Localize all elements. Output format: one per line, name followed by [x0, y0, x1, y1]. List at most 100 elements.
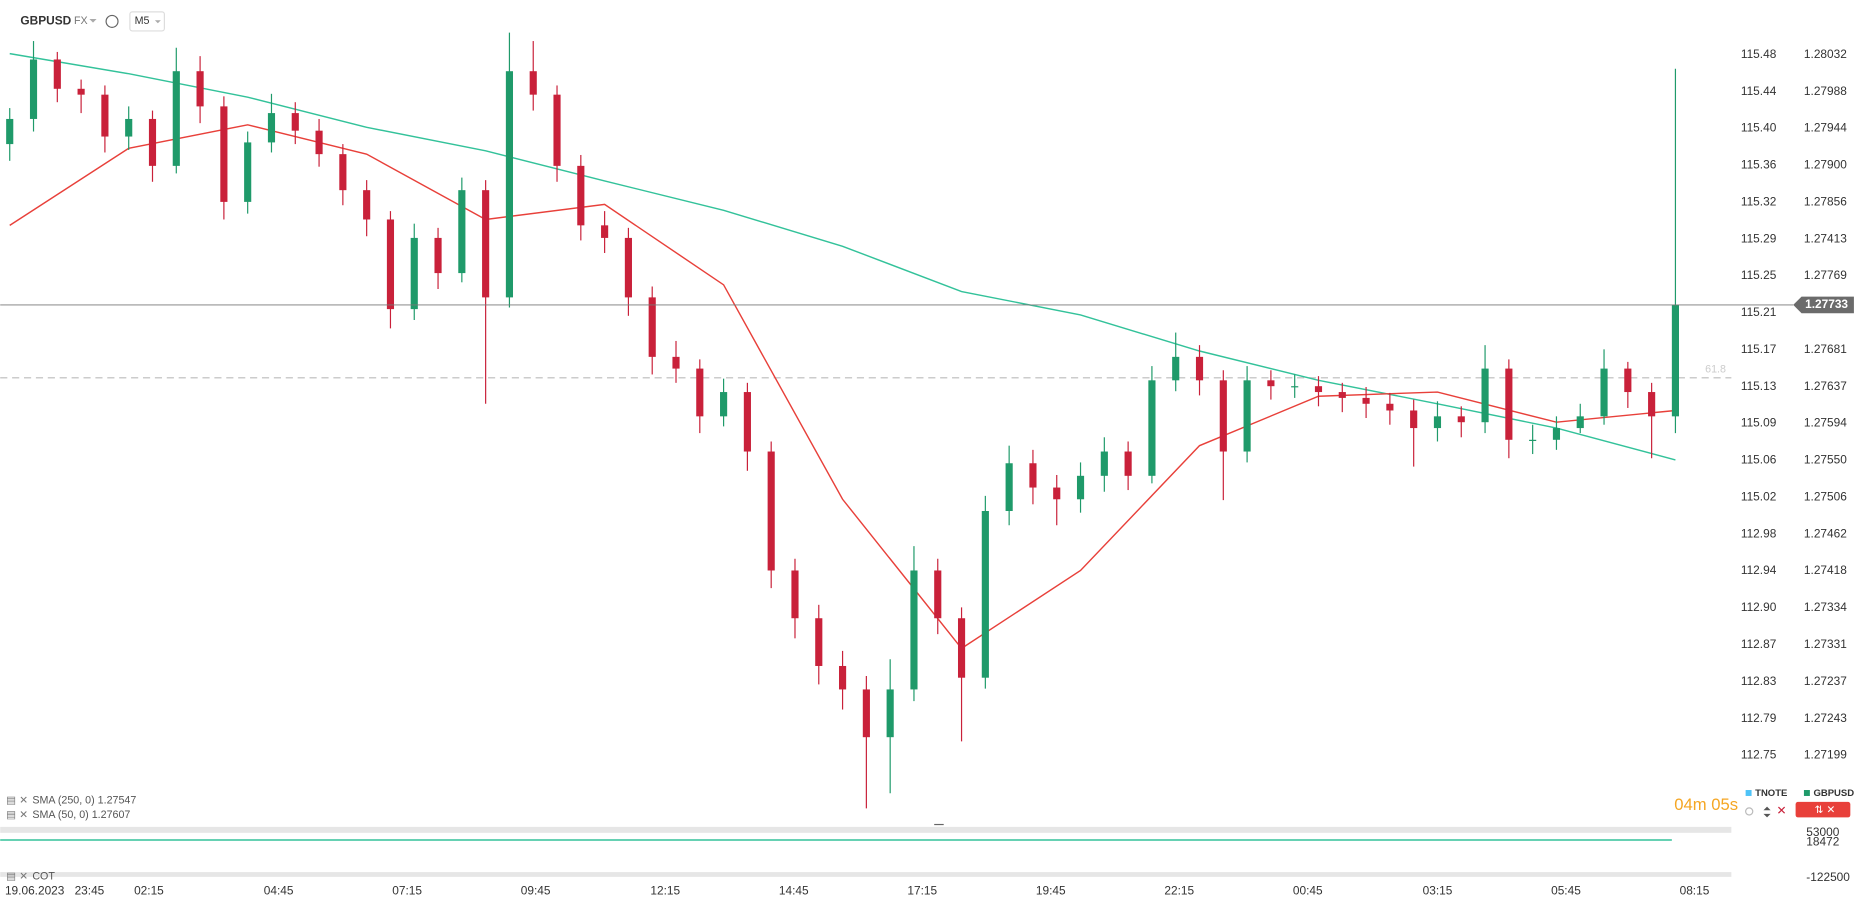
candle-body: [458, 190, 466, 274]
price-scale-label: 112.98: [1741, 526, 1777, 540]
price-scale-label: 112.87: [1741, 637, 1776, 651]
candle-body: [29, 59, 38, 119]
plot: 61.8: [0, 32, 1794, 809]
candle-body: [934, 570, 942, 619]
panel-label: 53000: [1806, 825, 1839, 839]
symbol[interactable]: GBPUSD: [20, 14, 71, 28]
price-scale-label: 1.27199: [1804, 748, 1847, 762]
indicator-label[interactable]: SMA (50, 0) 1.27607: [32, 809, 130, 821]
candle-body: [6, 118, 14, 145]
candle-body: [244, 142, 252, 202]
candle-body: [1100, 451, 1108, 476]
candle-body: [1362, 397, 1370, 404]
x-tick-label: 04:45: [264, 883, 294, 897]
price-scale-label: 1.27462: [1804, 526, 1847, 540]
candle-body: [220, 106, 228, 202]
candle-body: [386, 219, 395, 310]
panel-label: -122500: [1806, 870, 1850, 884]
candle-body: [1291, 386, 1299, 388]
x-tick-label: 23:45: [75, 883, 105, 897]
price-scale-label: 1.27988: [1804, 84, 1847, 98]
price-scale-label: 115.48: [1741, 47, 1777, 61]
dropdown-arrow[interactable]: [89, 19, 97, 23]
date-label: 19.06.2023: [5, 883, 65, 897]
candle-body: [601, 225, 609, 238]
candle-body: [1386, 403, 1394, 411]
eye-icon[interactable]: [1745, 807, 1754, 816]
candle-body: [743, 392, 751, 452]
timeframe-box[interactable]: [129, 11, 165, 32]
candle-body: [624, 237, 632, 298]
legend-swatch: [1803, 790, 1810, 796]
candle-body: [1576, 416, 1584, 429]
candle-body: [434, 237, 442, 274]
price-scale-label: 1.27944: [1804, 121, 1847, 135]
price-scale-label: 115.09: [1741, 416, 1777, 430]
candle-body: [1505, 368, 1513, 440]
candle-body: [148, 118, 157, 166]
price-scale-label: 1.27334: [1804, 600, 1847, 614]
candle-body: [696, 368, 704, 417]
price-scale-label: 1.27331: [1804, 637, 1847, 651]
current-price-label: 1.27733: [1805, 297, 1848, 311]
candle-body: [172, 71, 180, 166]
candle-body: [910, 570, 918, 690]
price-scale-label: 1.27418: [1804, 563, 1847, 577]
legend-swatch: [1745, 790, 1752, 796]
candle-body: [1195, 356, 1204, 381]
price-scale-label: 1.27506: [1804, 489, 1847, 503]
price-scale-label: 112.83: [1741, 674, 1777, 688]
price-scale-label: 1.27856: [1804, 194, 1847, 208]
candle-body: [1029, 463, 1037, 488]
candle-body: [410, 237, 418, 310]
candle-body: [1648, 392, 1656, 417]
x-tick-label: 22:15: [1164, 883, 1194, 897]
indicator-label[interactable]: SMA (250, 0) 1.27547: [32, 795, 136, 807]
candle-body: [815, 618, 823, 666]
candle-body: [862, 689, 870, 738]
candle-body: [53, 59, 61, 89]
timeframe[interactable]: M5: [135, 15, 150, 27]
price-scale-label: 1.27237: [1804, 674, 1847, 688]
sma-line: [9, 124, 1676, 650]
candle-body: [1148, 380, 1156, 476]
price-scale-label: 115.32: [1741, 194, 1776, 208]
candle-body: [886, 689, 894, 738]
x-tick-label: 17:15: [907, 883, 937, 897]
x-tick-label: 07:15: [392, 883, 422, 897]
price-scale-label: 112.79: [1741, 711, 1777, 725]
drag-icon[interactable]: ▤ ✕: [6, 795, 28, 807]
close-icon[interactable]: ✕: [1777, 804, 1787, 818]
price-scale-label: 1.27550: [1804, 453, 1847, 467]
candle-body: [482, 190, 490, 298]
legend-label[interactable]: TNOTE: [1755, 788, 1787, 799]
legend-label[interactable]: GBPUSD: [1813, 788, 1854, 799]
candle-body: [1267, 380, 1275, 387]
candle-body: [839, 665, 847, 690]
candle-body: [1219, 380, 1227, 452]
drag-icon[interactable]: ▤ ✕: [6, 809, 28, 821]
drag-icon[interactable]: ▤ ✕: [6, 871, 28, 883]
close-button[interactable]: [1795, 801, 1851, 818]
candle-body: [1005, 463, 1013, 512]
candle-body: [1529, 439, 1537, 441]
candle-body: [315, 130, 323, 155]
close-button-icon[interactable]: ⇅ ✕: [1815, 804, 1836, 816]
candle-body: [1600, 368, 1608, 417]
candle-body: [1338, 392, 1346, 398]
info-icon[interactable]: [105, 14, 119, 28]
candle-body: [672, 356, 680, 369]
price-scale-label: 1.27900: [1804, 158, 1847, 172]
panel-name[interactable]: COT: [32, 871, 55, 883]
candle-body: [957, 618, 966, 678]
price-scale-label: 115.13: [1741, 379, 1777, 393]
order-icon[interactable]: [1763, 806, 1771, 818]
candle-body: [339, 154, 347, 191]
price-scale-label: 1.28032: [1804, 47, 1847, 61]
panel-label: 18472: [1806, 835, 1839, 849]
x-tick-label: 19:45: [1036, 883, 1066, 897]
price-scale-label: 1.27413: [1804, 231, 1847, 245]
current-price-tag: [1793, 296, 1854, 314]
candle-body: [101, 94, 109, 137]
